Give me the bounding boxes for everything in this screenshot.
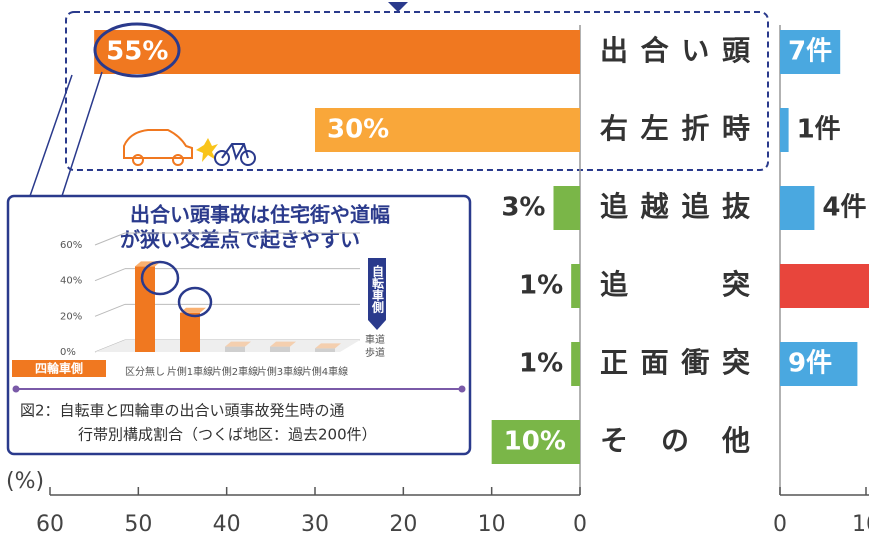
value-label: 30% — [327, 115, 389, 145]
bicycle-label: 自転車側 — [371, 264, 385, 314]
car-label: 四輪車側 — [35, 361, 83, 376]
category-label: 出合い頭 — [600, 34, 751, 67]
bar — [571, 342, 580, 386]
bar — [180, 313, 200, 352]
x-axis-label: (%) — [6, 469, 44, 494]
x-tick-label: 0 — [573, 512, 587, 537]
car-bike-icon — [124, 130, 255, 165]
x-tick-label: 区分無し — [125, 365, 165, 378]
infographic: 60 50 40 30 20 10 0 (%) 出合い頭 55% 右左折時 30% 追越追抜 3% 追突 1%… — [0, 0, 869, 539]
bar — [554, 186, 581, 230]
category-label: 追越追抜 — [600, 190, 751, 223]
x-tick-label: 10 — [478, 512, 506, 537]
category-label: その他 — [600, 424, 750, 457]
value-label: 1件 — [797, 115, 841, 145]
value-label: 1% — [519, 271, 563, 301]
divider-dot — [459, 386, 466, 393]
bar — [780, 264, 869, 308]
x-tick-label: 片側3車線 — [257, 365, 303, 378]
x-tick-label: 片側1車線 — [167, 365, 213, 378]
x-tick-label: 10 — [852, 512, 869, 537]
x-tick-label: 片側4車線 — [302, 365, 348, 378]
x-tick-label: 50 — [124, 512, 152, 537]
bar — [225, 347, 245, 352]
x-tick-label: 20 — [389, 512, 417, 537]
inset-title: 出合い頭事故は住宅街や道幅 — [130, 203, 390, 227]
y-tick-label: 40% — [60, 276, 82, 287]
road-label: 車道 — [365, 333, 385, 346]
sidewalk-label: 歩道 — [365, 346, 385, 359]
category-label: 正面衝突 — [600, 346, 750, 379]
value-label: 3% — [501, 193, 545, 223]
value-label: 7件 — [788, 37, 832, 67]
value-label: 1% — [519, 349, 563, 379]
bar — [780, 108, 789, 152]
bar — [270, 347, 290, 352]
y-tick-label: 60% — [60, 240, 82, 251]
divider-dot — [13, 386, 20, 393]
value-label: 10% — [504, 427, 566, 457]
value-label: 4件 — [822, 193, 866, 223]
y-tick-label: 20% — [60, 311, 82, 322]
arrow — [388, 2, 408, 12]
value-label: 9件 — [788, 349, 832, 379]
category-label: 追突 — [600, 268, 750, 301]
x-tick-label: 40 — [213, 512, 241, 537]
bar — [571, 264, 580, 308]
value-label: 55% — [106, 37, 168, 67]
bar — [780, 186, 814, 230]
x-tick-label: 60 — [36, 512, 64, 537]
bar — [135, 266, 155, 352]
x-tick-label: 片側2車線 — [212, 365, 258, 378]
bar — [315, 348, 335, 352]
category-label: 右左折時 — [600, 112, 750, 145]
x-tick-label: 0 — [773, 512, 787, 537]
caption: 図2：自転車と四輪車の出合い頭事故発生時の通 — [20, 402, 345, 420]
caption: 行帯別構成割合（つくば地区：過去200件） — [78, 426, 377, 444]
y-tick-label: 0% — [60, 347, 76, 358]
inset-title: が狭い交差点で起きやすい — [120, 228, 360, 252]
x-tick-label: 30 — [301, 512, 329, 537]
callout-lines — [30, 72, 102, 196]
